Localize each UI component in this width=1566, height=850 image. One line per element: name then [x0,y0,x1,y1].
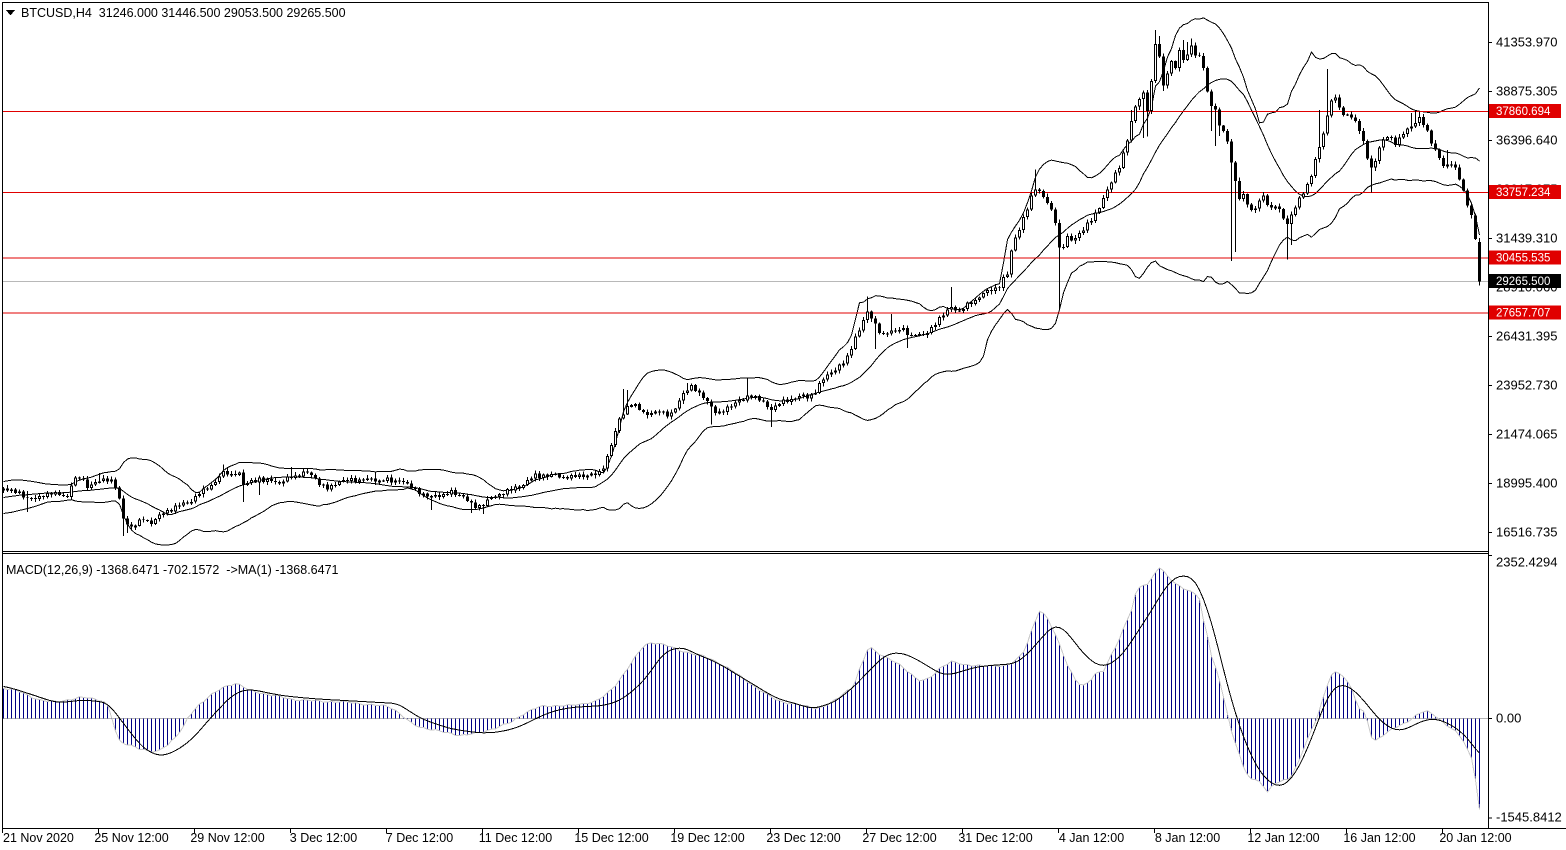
svg-text:26431.395: 26431.395 [1496,328,1557,343]
svg-text:37860.694: 37860.694 [1496,106,1551,118]
svg-text:38875.305: 38875.305 [1496,83,1557,98]
svg-text:29265.500: 29265.500 [1496,276,1550,288]
svg-text:16516.735: 16516.735 [1496,524,1557,539]
svg-text:0.00: 0.00 [1496,711,1521,726]
svg-text:7 Dec 12:00: 7 Dec 12:00 [386,831,453,845]
svg-text:23952.730: 23952.730 [1496,377,1557,392]
svg-text:20 Jan 12:00: 20 Jan 12:00 [1439,831,1511,845]
svg-text:4 Jan 12:00: 4 Jan 12:00 [1059,831,1124,845]
svg-text:25 Nov 12:00: 25 Nov 12:00 [94,831,168,845]
svg-text:-1545.8412: -1545.8412 [1496,810,1562,825]
svg-text:MACD(12,26,9) -1368.6471 -702.: MACD(12,26,9) -1368.6471 -702.1572 ->MA(… [6,563,339,577]
svg-text:BTCUSD,H4 31246.000 31446.500: BTCUSD,H4 31246.000 31446.500 29053.500 … [21,6,346,20]
svg-text:31 Dec 12:00: 31 Dec 12:00 [958,831,1032,845]
svg-text:27 Dec 12:00: 27 Dec 12:00 [862,831,936,845]
svg-text:16 Jan 12:00: 16 Jan 12:00 [1343,831,1415,845]
svg-text:21 Nov 2020: 21 Nov 2020 [3,831,74,845]
svg-text:27657.707: 27657.707 [1496,308,1550,320]
svg-text:11 Dec 12:00: 11 Dec 12:00 [479,831,552,845]
svg-text:12 Jan 12:00: 12 Jan 12:00 [1247,831,1319,845]
svg-text:33757.234: 33757.234 [1496,187,1551,199]
svg-text:29 Nov 12:00: 29 Nov 12:00 [190,831,264,845]
svg-text:18995.400: 18995.400 [1496,475,1557,490]
svg-text:41353.970: 41353.970 [1496,34,1557,49]
svg-text:30455.535: 30455.535 [1496,252,1550,264]
svg-text:19 Dec 12:00: 19 Dec 12:00 [670,831,744,845]
svg-text:3 Dec 12:00: 3 Dec 12:00 [290,831,357,845]
svg-text:15 Dec 12:00: 15 Dec 12:00 [574,831,648,845]
svg-text:23 Dec 12:00: 23 Dec 12:00 [766,831,840,845]
svg-text:21474.065: 21474.065 [1496,426,1557,441]
svg-text:36396.640: 36396.640 [1496,132,1557,147]
svg-text:8 Jan 12:00: 8 Jan 12:00 [1155,831,1220,845]
svg-text:2352.4294: 2352.4294 [1496,555,1557,570]
svg-text:31439.310: 31439.310 [1496,230,1557,245]
